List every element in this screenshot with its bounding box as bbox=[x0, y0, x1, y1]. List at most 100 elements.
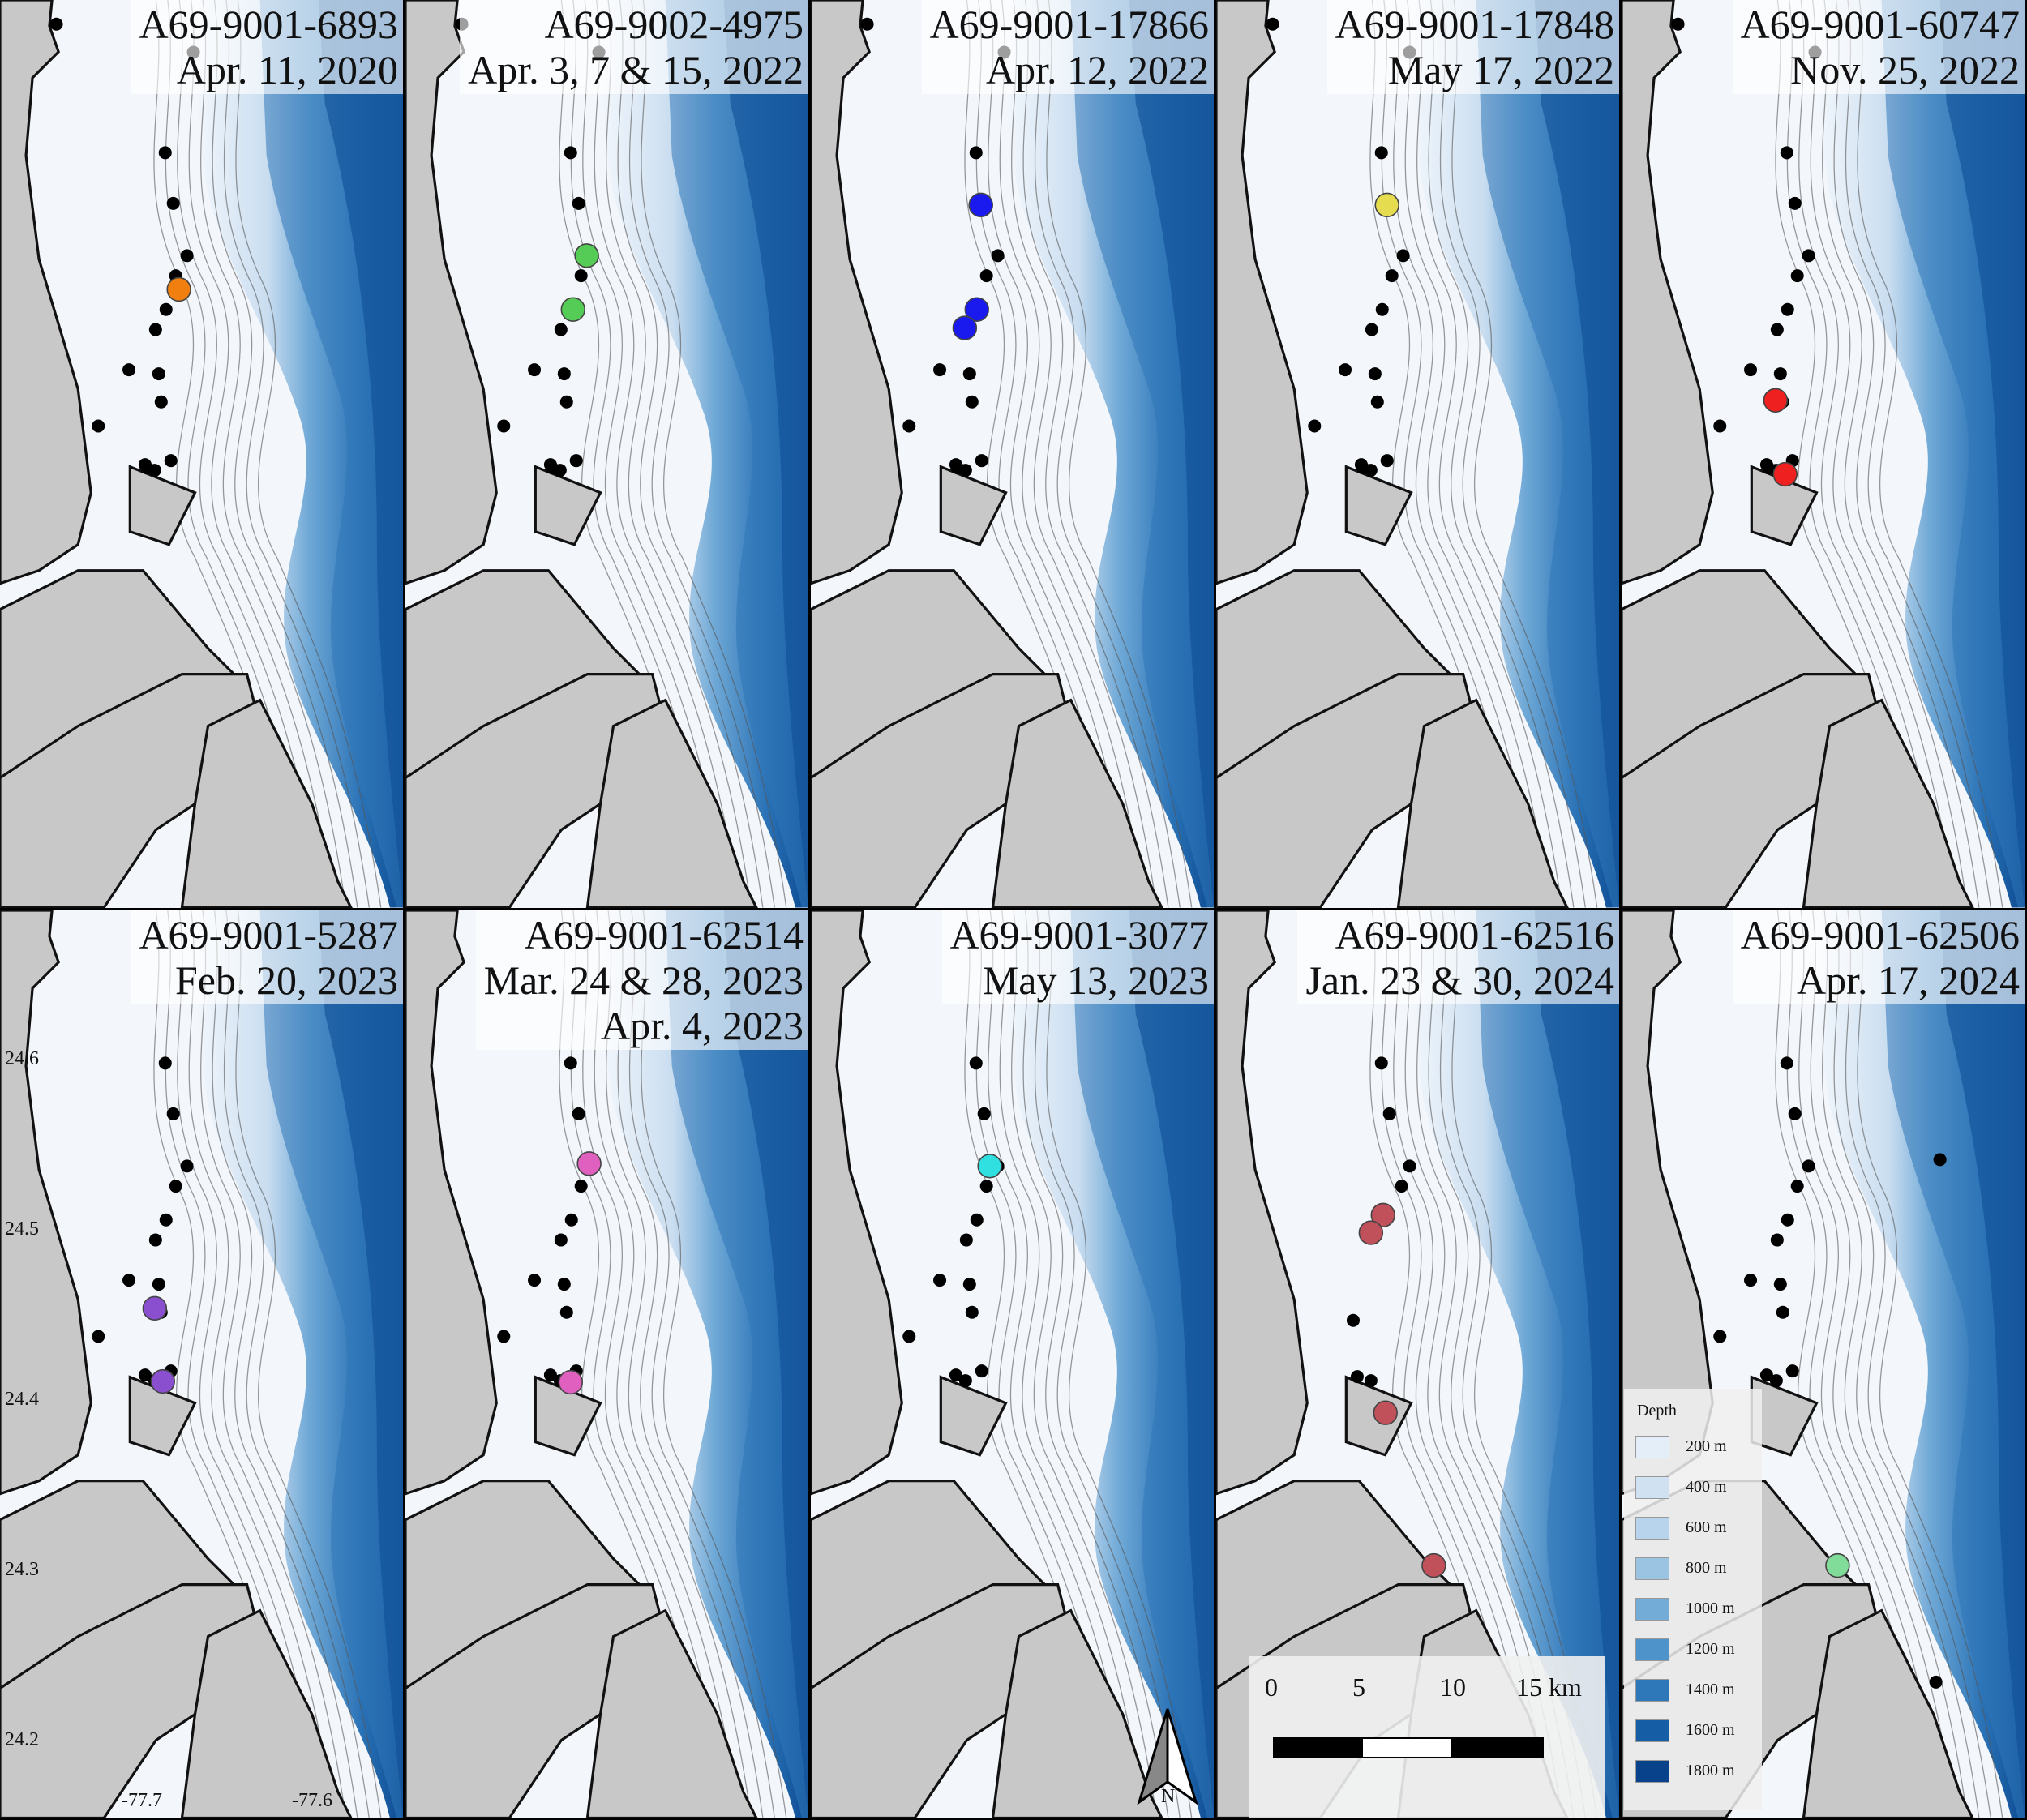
map-panel: A69-9001-17866 Apr. 12, 2022 bbox=[808, 0, 1216, 910]
panel-label: A69-9001-3077 May 13, 2023 bbox=[941, 910, 1214, 1004]
receiver-marker bbox=[1933, 1152, 1947, 1166]
receiver-marker bbox=[158, 146, 172, 160]
receiver-marker bbox=[1769, 1373, 1783, 1387]
detection-date: Apr. 17, 2024 bbox=[1797, 957, 2020, 1003]
receiver-marker bbox=[1382, 1107, 1396, 1120]
detection-date: Feb. 20, 2023 bbox=[175, 957, 398, 1003]
receiver-marker bbox=[958, 464, 972, 477]
map-panel: A69-9001-60747 Nov. 25, 2022 bbox=[1619, 0, 2027, 910]
bathymetry-map bbox=[405, 0, 808, 908]
map-panel: A69-9001-62506 Apr. 17, 2024 Depth 200 m 400… bbox=[1619, 907, 2027, 1820]
panel-label: A69-9001-62516 Jan. 23 & 30, 2024 bbox=[1297, 910, 1619, 1004]
detection-marker bbox=[1370, 1202, 1395, 1227]
receiver-marker bbox=[572, 1107, 585, 1120]
receiver-marker bbox=[970, 1213, 984, 1227]
legend-label: 600 m bbox=[1686, 1518, 1727, 1536]
scale-label: 0 bbox=[1265, 1672, 1278, 1702]
receiver-marker bbox=[1375, 302, 1389, 316]
receiver-marker bbox=[1370, 395, 1384, 409]
tag-id: A69-9001-6893 bbox=[139, 2, 398, 47]
tag-id: A69-9001-62506 bbox=[1740, 911, 2020, 957]
bathymetry-map bbox=[0, 0, 403, 908]
receiver-marker bbox=[122, 1273, 136, 1287]
legend-swatch bbox=[1635, 1557, 1669, 1580]
receiver-marker bbox=[969, 1056, 983, 1069]
receiver-marker bbox=[528, 1273, 542, 1287]
detection-marker bbox=[560, 297, 585, 322]
receiver-marker bbox=[1396, 249, 1410, 263]
receiver-marker bbox=[180, 249, 194, 263]
scale-label: 5 bbox=[1352, 1672, 1365, 1702]
detection-marker bbox=[1373, 1400, 1398, 1425]
detection-marker bbox=[1374, 192, 1399, 218]
legend-swatch bbox=[1635, 1759, 1669, 1783]
map-panel: A69-9001-6893 Apr. 11, 2020 bbox=[0, 0, 405, 910]
receiver-marker bbox=[166, 196, 180, 210]
receiver-marker bbox=[497, 1330, 511, 1343]
scale-bar-segments bbox=[1273, 1736, 1544, 1758]
legend-label: 1600 m bbox=[1686, 1720, 1735, 1739]
detection-date: Jan. 23 & 30, 2024 bbox=[1305, 957, 1614, 1003]
panel-label: A69-9001-60747 Nov. 25, 2022 bbox=[1732, 0, 2025, 94]
detection-date: Apr. 3, 7 & 15, 2022 bbox=[468, 47, 804, 92]
receiver-marker bbox=[991, 249, 1005, 263]
receiver-marker bbox=[1374, 146, 1388, 160]
receiver-marker bbox=[958, 1373, 972, 1387]
detection-marker bbox=[977, 1153, 1002, 1179]
detection-date: May 13, 2023 bbox=[982, 957, 1209, 1003]
receiver-marker bbox=[1785, 1364, 1799, 1377]
receiver-marker bbox=[1350, 1369, 1364, 1383]
scale-bar: 0 5 10 15 km bbox=[1249, 1655, 1605, 1818]
receiver-marker bbox=[159, 302, 173, 316]
receiver-marker bbox=[979, 1179, 993, 1193]
receiver-marker bbox=[1770, 1233, 1784, 1247]
panel-label: A69-9001-17848 May 17, 2022 bbox=[1326, 0, 1619, 94]
legend-title: Depth bbox=[1637, 1401, 1677, 1420]
tag-id: A69-9001-5287 bbox=[139, 911, 398, 957]
north-label: N bbox=[1161, 1785, 1176, 1807]
receiver-marker bbox=[138, 1368, 152, 1381]
receiver-marker bbox=[152, 1277, 165, 1291]
receiver-marker bbox=[122, 363, 136, 377]
legend-swatch bbox=[1635, 1516, 1669, 1540]
receiver-marker bbox=[557, 367, 571, 381]
detection-marker bbox=[166, 276, 191, 302]
receiver-marker bbox=[1788, 1107, 1802, 1120]
receiver-marker bbox=[92, 419, 105, 433]
lat-tick-label: 24.2 bbox=[5, 1728, 39, 1750]
bathymetry-map bbox=[0, 910, 403, 1818]
lat-tick-label: 24.5 bbox=[5, 1218, 39, 1240]
receiver-marker bbox=[965, 1305, 979, 1319]
receiver-marker bbox=[154, 395, 168, 409]
receiver-marker bbox=[933, 363, 947, 377]
receiver-marker bbox=[180, 1158, 194, 1172]
detection-marker bbox=[1763, 388, 1789, 413]
receiver-marker bbox=[1776, 1305, 1789, 1319]
receiver-marker bbox=[148, 323, 162, 336]
receiver-marker bbox=[158, 1056, 172, 1069]
receiver-marker bbox=[554, 1233, 568, 1247]
receiver-marker bbox=[977, 1107, 991, 1120]
legend-label: 1400 m bbox=[1686, 1680, 1735, 1698]
receiver-marker bbox=[92, 1330, 105, 1343]
receiver-marker bbox=[1790, 1179, 1804, 1193]
receiver-marker bbox=[164, 454, 178, 468]
legend-swatch bbox=[1635, 1719, 1669, 1742]
receiver-marker bbox=[497, 419, 511, 433]
receiver-marker bbox=[949, 1368, 962, 1381]
scale-label: 10 bbox=[1440, 1672, 1466, 1702]
receiver-marker bbox=[557, 1277, 571, 1291]
tag-id: A69-9001-62516 bbox=[1335, 911, 1614, 957]
receiver-marker bbox=[1339, 363, 1352, 377]
receiver-marker bbox=[1744, 1273, 1758, 1287]
detection-marker bbox=[1772, 461, 1798, 487]
receiver-marker bbox=[553, 464, 567, 477]
tag-id: A69-9002-4975 bbox=[544, 2, 804, 47]
panel-label: A69-9001-62506 Apr. 17, 2024 bbox=[1732, 910, 2025, 1004]
lat-tick-label: 24.4 bbox=[5, 1388, 39, 1410]
legend-swatch bbox=[1635, 1638, 1669, 1661]
panel-label: A69-9001-17866 Apr. 12, 2022 bbox=[921, 0, 1214, 94]
detection-date: Apr. 11, 2020 bbox=[176, 47, 398, 92]
receiver-marker bbox=[159, 1213, 173, 1227]
map-panel: A69-9002-4975 Apr. 3, 7 & 15, 2022 bbox=[403, 0, 811, 910]
